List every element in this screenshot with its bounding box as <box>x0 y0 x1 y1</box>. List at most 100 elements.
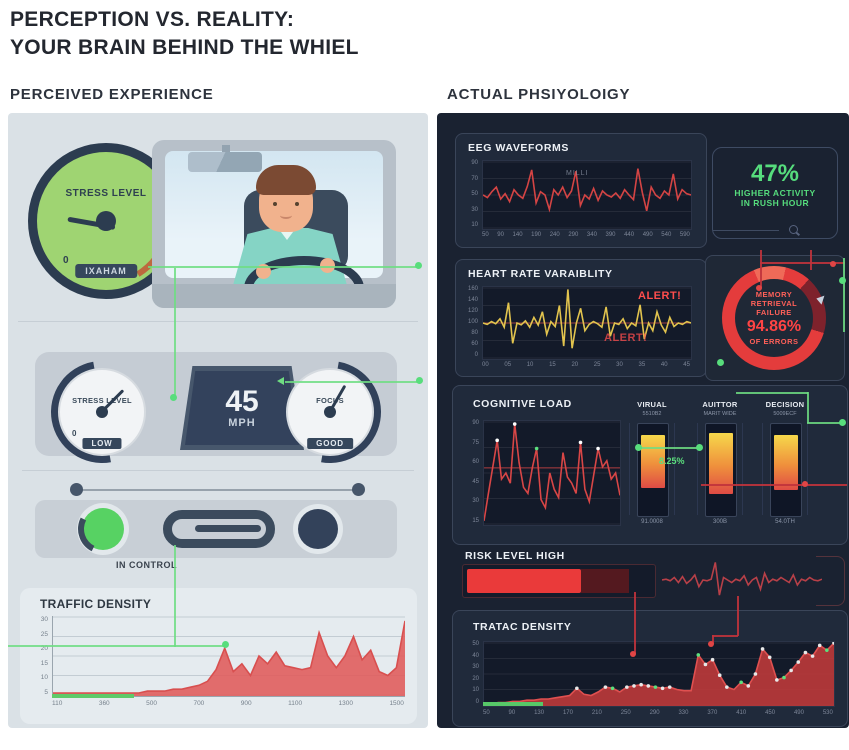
slider-handle-right[interactable] <box>352 483 365 496</box>
channel-value: 54.0TH <box>775 519 795 525</box>
stress-gauge-label: STRESS LEVEL <box>65 188 147 199</box>
channel-fill <box>774 435 798 491</box>
indicator-arc <box>71 497 135 561</box>
slider-track[interactable] <box>78 489 358 491</box>
magnifier-icon <box>789 225 798 234</box>
connector-line <box>148 266 420 268</box>
rearview-mirror <box>188 152 262 172</box>
connector-dot <box>830 261 836 267</box>
driver-mouth <box>280 212 292 219</box>
alert-label-bottom: ALERT! <box>604 332 648 344</box>
green-baseline <box>52 694 134 698</box>
cognitive-chart <box>483 420 621 526</box>
stat-underline <box>713 230 779 231</box>
connector-dot <box>839 419 846 426</box>
speed-value: 45 <box>225 385 259 418</box>
hrv-title: HEART RATE VARAIBLITY <box>468 268 613 280</box>
connector-line <box>174 545 176 647</box>
buckle-bar <box>195 525 261 532</box>
stat-card: 47% HIGHER ACTIVITY IN RUSH HOUR <box>712 147 838 239</box>
memory-card: MEMORY RETRIEVAL FAILURE 94.86% OF ERROR… <box>705 255 845 381</box>
connector-line <box>736 392 808 394</box>
channel-value: 300B <box>712 519 727 525</box>
traffic-chart-left <box>52 616 405 697</box>
channel-callout: 8.25% <box>659 456 685 466</box>
channel-bar <box>762 423 808 517</box>
connector-dot <box>170 394 177 401</box>
channel-decision: DECISION 5009ECF 54.0TH <box>761 400 809 525</box>
green-baseline <box>483 702 543 706</box>
actual-panel: EEG WAVEFORMS 90 70 50 30 10 MILLI 50 90 140 19… <box>437 113 849 728</box>
stress-status-badge: IXAHAM <box>75 264 137 278</box>
connector-dot <box>802 481 808 487</box>
channel-visual: VIRUAL 5510B2 91.0008 <box>629 400 675 525</box>
gauge-min-tick: 0 <box>63 255 69 266</box>
channel-bar <box>629 423 675 517</box>
connector-dot <box>222 641 229 648</box>
connector-line <box>634 592 636 654</box>
connector-dot <box>756 285 762 291</box>
slider-handle-left[interactable] <box>70 483 83 496</box>
gauge-min-tick: 0 <box>72 429 77 438</box>
y-axis-ticks: 90 70 50 30 10 <box>471 160 478 228</box>
memory-line2: RETRIEVAL <box>750 299 798 308</box>
y-axis-ticks: 160 140 120 100 80 60 0 <box>467 286 478 358</box>
driver-eye <box>273 202 277 206</box>
speed-unit: MPH <box>228 417 256 429</box>
stress-level-badge: LOW <box>82 438 122 449</box>
x-axis-ticks: 00 05 10 15 20 25 30 35 40 45 <box>482 362 690 368</box>
channel-fill <box>641 435 665 489</box>
cognitive-title: COGNITIVE LOAD <box>473 398 572 410</box>
channel-value: 91.0008 <box>641 519 663 525</box>
y-axis-ticks: 30 25 20 15 10 5 <box>40 616 48 696</box>
traffic-density-card-right: TRATAC DENSITY 50 40 30 20 10 0 50 90 130 170 210… <box>452 610 848 727</box>
driver-hand <box>320 258 335 273</box>
car-illustration <box>152 140 396 308</box>
driver-eye <box>295 202 299 206</box>
memory-line1: MEMORY <box>755 290 793 299</box>
channel-fill <box>709 433 733 494</box>
stat-value: 47% <box>750 160 800 187</box>
page-title-line1: PERCEPTION VS. REALITY: <box>10 8 295 31</box>
channel-sub: 5510B2 <box>642 411 662 417</box>
eeg-card: EEG WAVEFORMS 90 70 50 30 10 MILLI 50 90 140 19… <box>455 133 707 248</box>
connector-line <box>760 250 762 288</box>
stress-mini-label: STRESS LEVEL <box>72 396 132 405</box>
instrument-cluster: STRESS LEVEL 0 LOW 45 MPH FOCUS GOOD <box>30 340 402 484</box>
channel-sub: MARIT WIDE <box>703 411 737 417</box>
stat-line1: HIGHER ACTIVITY <box>734 188 816 198</box>
channel-label: VIRUAL <box>637 400 667 409</box>
divider <box>22 470 414 471</box>
gauge-hub <box>96 211 116 231</box>
memory-value: 94.86% <box>746 318 802 335</box>
memory-text: MEMORY RETRIEVAL FAILURE 94.86% OF ERROR… <box>722 266 826 370</box>
mirror-stem <box>222 145 230 153</box>
risk-bar <box>462 564 656 598</box>
connector-dot <box>630 651 636 657</box>
channel-label: AUITTOR <box>702 400 738 409</box>
perceived-panel: STRESS LEVEL 0 IXAHAM <box>8 113 428 728</box>
channel-bar <box>697 423 743 517</box>
control-card <box>35 497 397 561</box>
memory-donut <box>722 266 826 370</box>
connector-dot <box>696 444 703 451</box>
hrv-card: HEART RATE VARAIBLITY 160 140 120 100 80 60 0 … <box>455 259 707 377</box>
inactive-indicator <box>298 509 338 549</box>
connector-dot <box>415 262 422 269</box>
connector-line <box>843 258 845 332</box>
traffic-title-right: TRATAC DENSITY <box>473 621 572 633</box>
risk-bar-dark <box>581 569 629 593</box>
focus-mini-label: FOCUS <box>316 396 344 405</box>
gauge-hub <box>324 406 336 418</box>
connector-line <box>8 645 226 647</box>
in-control-indicator <box>82 508 124 550</box>
stress-mini-gauge: STRESS LEVEL 0 LOW <box>58 368 146 456</box>
connector-dot <box>839 277 846 284</box>
connector-line <box>174 268 176 398</box>
y-axis-ticks: 90 75 60 45 30 15 <box>472 420 479 524</box>
memory-sub: OF ERRORS <box>749 337 799 346</box>
x-axis-ticks: 50 90 130 170 210 250 290 330 370 410 450 490 530 <box>483 710 833 716</box>
connector-line <box>760 262 845 264</box>
in-control-label: IN CONTROL <box>116 560 177 570</box>
connector-dot <box>717 359 724 366</box>
